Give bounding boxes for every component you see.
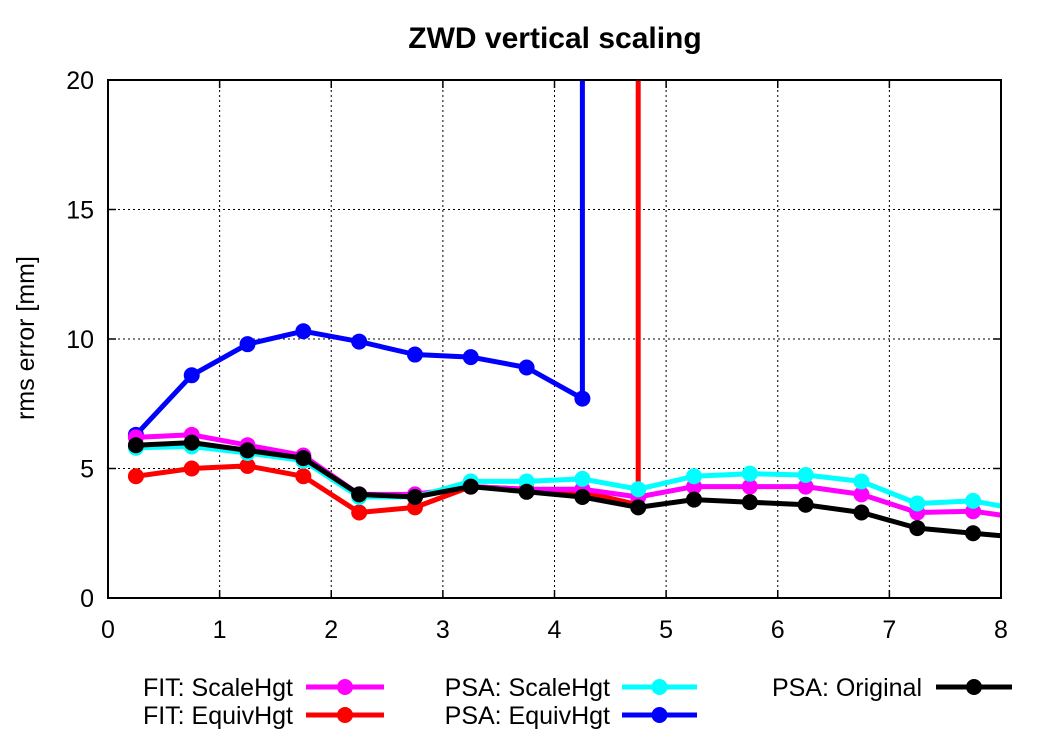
series-group <box>127 80 1002 542</box>
y-tick-label: 5 <box>80 456 94 484</box>
data-point <box>630 481 647 498</box>
x-tick-label: 6 <box>771 616 785 644</box>
data-point <box>574 390 591 407</box>
legend-label: FIT: ScaleHgt <box>143 674 293 702</box>
data-point <box>630 499 647 516</box>
data-point <box>574 470 591 487</box>
y-tick-label: 10 <box>66 326 94 354</box>
x-tick-label: 5 <box>659 616 673 644</box>
series-line-0 <box>135 432 1002 518</box>
data-point <box>406 488 423 505</box>
tick-labels: 0 1 2 3 4 5 6 7 8 0 5 10 15 20 <box>66 67 1008 644</box>
data-point <box>965 525 982 542</box>
legend-swatch-marker <box>651 707 668 723</box>
y-tick-label: 15 <box>66 197 94 225</box>
y-tick-label: 20 <box>66 67 94 95</box>
data-point <box>295 450 312 467</box>
data-point <box>183 434 200 451</box>
data-point <box>351 486 368 503</box>
data-point <box>239 457 256 474</box>
data-point <box>686 491 703 508</box>
data-point <box>797 496 814 513</box>
x-tick-label: 8 <box>994 616 1008 644</box>
data-point <box>462 478 479 495</box>
x-tick-label: 7 <box>882 616 896 644</box>
data-point <box>853 504 870 521</box>
data-point <box>797 466 814 483</box>
data-point <box>518 483 535 500</box>
data-point <box>909 520 926 537</box>
data-point <box>183 460 200 477</box>
data-point <box>741 494 758 511</box>
data-point <box>909 495 926 512</box>
data-point <box>295 468 312 485</box>
x-tick-label: 3 <box>436 616 450 644</box>
legend-label: PSA: EquivHgt <box>445 702 610 730</box>
data-point <box>686 468 703 485</box>
data-point <box>853 486 870 503</box>
chart-title: ZWD vertical scaling <box>408 22 701 55</box>
data-point <box>797 478 814 495</box>
x-tick-label: 1 <box>213 616 227 644</box>
legend-label: PSA: ScaleHgt <box>445 674 610 702</box>
legend-swatch-marker <box>966 679 982 695</box>
data-point <box>239 442 256 459</box>
y-axis-label: rms error [mm] <box>12 256 40 420</box>
data-point <box>127 468 144 485</box>
legend-swatch-marker <box>651 679 668 695</box>
legend-label: FIT: EquivHgt <box>143 702 293 730</box>
data-point <box>239 336 256 353</box>
data-point <box>351 504 368 521</box>
data-point <box>127 437 144 454</box>
data-point <box>406 346 423 363</box>
data-point <box>518 359 535 376</box>
y-tick-label: 0 <box>80 585 94 613</box>
data-point <box>351 333 368 350</box>
data-point <box>853 473 870 490</box>
x-tick-label: 4 <box>548 616 562 644</box>
legend-label: PSA: Original <box>772 674 922 702</box>
x-tick-label: 2 <box>324 616 338 644</box>
data-point <box>741 465 758 482</box>
data-point <box>183 367 200 384</box>
data-point <box>965 492 982 509</box>
data-point <box>462 349 479 366</box>
series-line-3 <box>134 80 585 437</box>
grid <box>108 80 1001 598</box>
legend-swatch-marker <box>337 707 353 723</box>
data-point <box>574 488 591 505</box>
legend-swatch-marker <box>337 679 353 695</box>
x-tick-label: 0 <box>101 616 115 644</box>
data-point <box>295 323 312 340</box>
data-point <box>741 478 758 495</box>
